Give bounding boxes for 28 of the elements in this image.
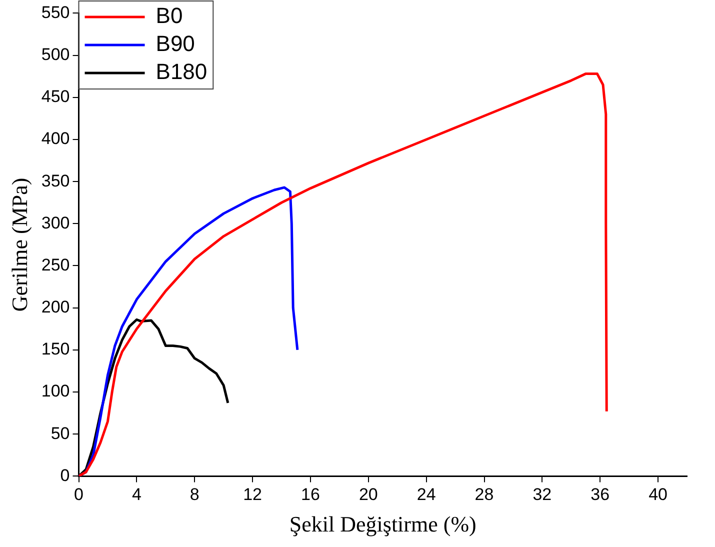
x-tick-label: 24 [416, 485, 436, 504]
x-tick-label: 36 [590, 485, 610, 504]
x-axis-title: Şekil Değiştirme (%) [289, 512, 476, 537]
x-tick-label: 4 [132, 485, 142, 504]
y-tick-label: 550 [41, 2, 70, 22]
y-axis-title: Gerilme (MPa) [6, 178, 32, 312]
y-tick-label: 250 [41, 255, 70, 274]
y-tick-label: 100 [41, 382, 70, 401]
legend-label: B0 [156, 3, 183, 28]
y-tick-label: 150 [41, 340, 70, 359]
x-tick-label: 20 [358, 485, 378, 504]
x-tick-label: 12 [243, 485, 262, 504]
x-tick-label: 8 [190, 485, 200, 504]
y-tick-label: 0 [60, 466, 70, 485]
y-tick-label: 500 [41, 44, 70, 64]
legend-label: B90 [156, 31, 195, 56]
x-tick-label: 0 [74, 485, 84, 504]
x-tick-label: 40 [648, 485, 668, 504]
y-tick-label: 450 [41, 87, 70, 106]
legend-label: B180 [156, 59, 208, 84]
y-tick-label: 400 [41, 129, 70, 148]
y-tick-label: 350 [41, 171, 70, 190]
y-tick-label: 50 [50, 424, 70, 443]
x-tick-label: 28 [474, 485, 494, 504]
y-tick-label: 300 [41, 213, 70, 232]
y-tick-label: 200 [41, 298, 70, 317]
x-tick-label: 32 [532, 485, 552, 504]
x-tick-label: 16 [301, 485, 320, 504]
